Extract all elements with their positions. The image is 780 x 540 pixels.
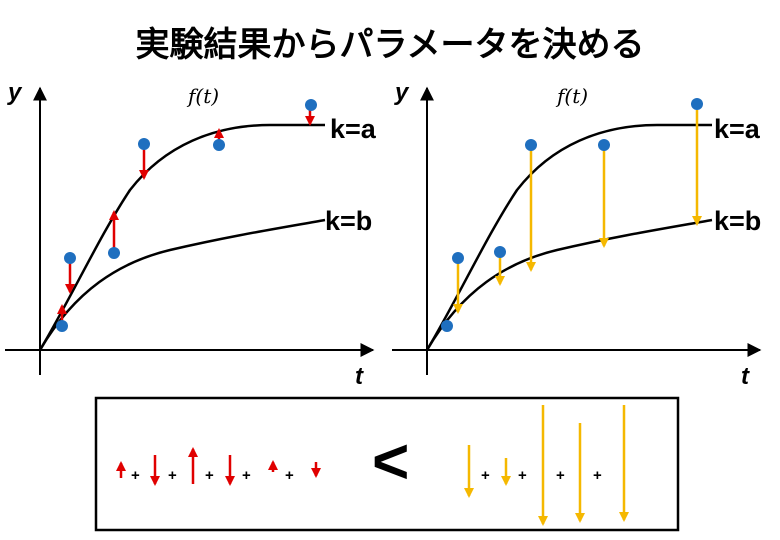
less-than-sign: < — [372, 425, 409, 497]
left-curve-k-a — [38, 123, 325, 351]
plus-sign: + — [285, 467, 294, 484]
comparison-box: + + + + + < + + + + — [94, 396, 680, 532]
left-curve-k-b — [38, 218, 326, 351]
right-data-point — [441, 320, 453, 332]
left-data-point — [108, 247, 120, 259]
plus-sign: + — [131, 467, 140, 484]
left-curve-b-label: k=b — [325, 206, 372, 236]
right-function-label: f(t) — [555, 84, 588, 108]
plus-sign: + — [556, 467, 565, 484]
left-data-point — [64, 252, 76, 264]
plus-sign: + — [481, 467, 490, 484]
right-data-point — [691, 98, 703, 110]
left-t-axis-label: t — [355, 363, 364, 390]
left-curve-a-label: k=a — [330, 114, 377, 144]
right-data-point — [598, 139, 610, 151]
right-graph: y t f(t) k=a k=b — [392, 79, 762, 390]
yellow-residual-sum: + + + + — [464, 405, 629, 526]
plus-sign: + — [242, 467, 251, 484]
right-curve-a-label: k=a — [714, 114, 761, 144]
right-data-point — [525, 139, 537, 151]
right-y-axis-label: y — [394, 79, 410, 106]
plus-sign: + — [205, 467, 214, 484]
left-data-point — [56, 320, 68, 332]
left-data-point — [138, 138, 150, 150]
page-title: 実験結果からパラメータを決める — [136, 25, 645, 65]
right-t-axis-label: t — [741, 363, 750, 390]
left-data-point — [213, 139, 225, 151]
left-function-label: f(t) — [186, 84, 219, 108]
right-data-point — [452, 252, 464, 264]
plus-sign: + — [168, 467, 177, 484]
right-curve-k-a — [425, 123, 712, 351]
left-graph: y t f(t) k=a k=b — [5, 79, 377, 390]
left-data-point — [305, 99, 317, 111]
right-data-point — [494, 246, 506, 258]
plus-sign: + — [593, 467, 602, 484]
red-residual-sum: + + + + + — [116, 447, 321, 486]
right-curve-b-label: k=b — [714, 206, 761, 236]
plus-sign: + — [518, 467, 527, 484]
right-curve-k-b — [425, 218, 713, 351]
left-y-axis-label: y — [7, 79, 23, 106]
